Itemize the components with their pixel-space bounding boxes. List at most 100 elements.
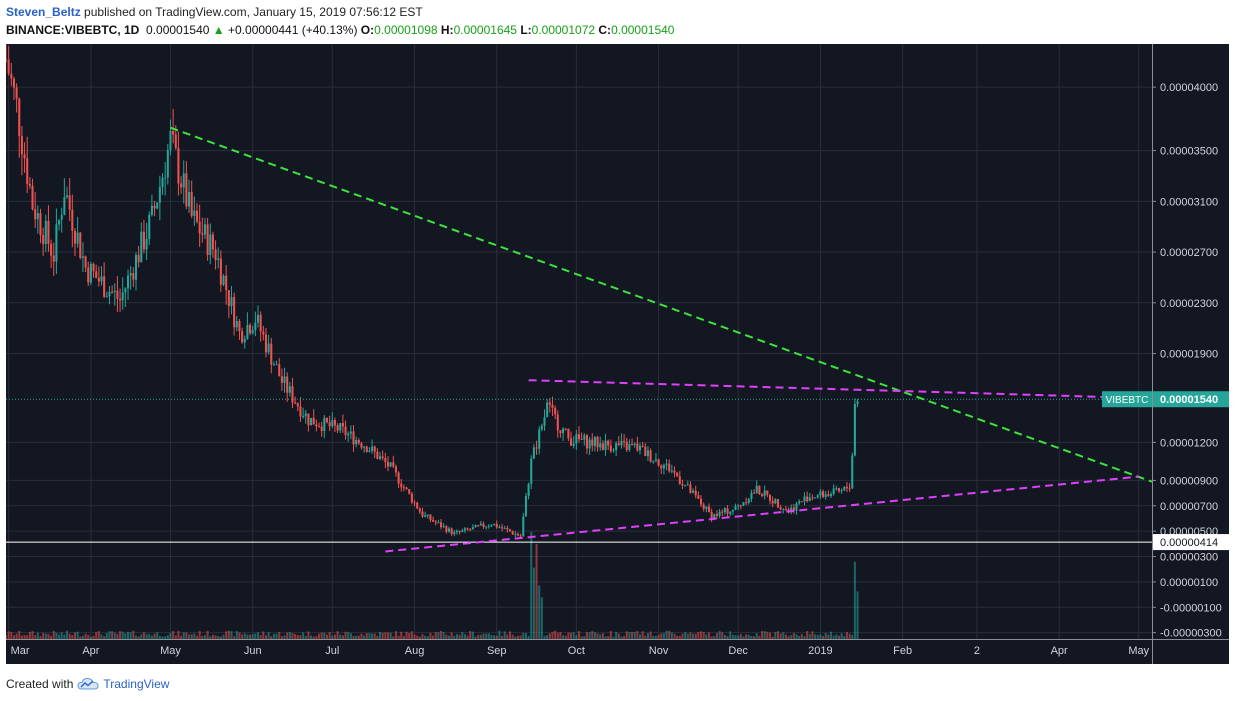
candle-body <box>737 505 740 507</box>
volume-bar <box>158 635 161 639</box>
volume-bar <box>768 632 772 639</box>
volume-bar <box>291 633 294 639</box>
candle-body <box>527 483 530 496</box>
volume-bar <box>310 635 313 639</box>
candle-body <box>241 331 244 343</box>
volume-bar <box>654 635 657 639</box>
price-axis[interactable]: 0.00004000 0.00003500 0.00003100 0.00002700… <box>1102 44 1229 664</box>
candle-body <box>318 426 321 428</box>
volume-bar <box>368 633 371 639</box>
candlestick-chart[interactable]: 0.00004000 0.00003500 0.00003100 0.00002700… <box>6 44 1229 664</box>
volume-bar <box>302 632 305 639</box>
time-axis[interactable]: Mar Apr May Jun Jul Aug Sep Oct Nov Dec 2019 Feb 2 Ap… <box>6 639 1229 658</box>
candle-body <box>463 528 466 531</box>
author-link[interactable]: Steven_Beltz <box>6 5 81 19</box>
candle-body <box>164 177 167 179</box>
candle-body <box>808 497 811 502</box>
volume-bar <box>384 632 387 639</box>
volume-bar <box>479 634 482 639</box>
volume-bar <box>447 635 451 639</box>
volume-bar <box>755 633 758 639</box>
candle-body <box>270 343 273 365</box>
candle-body <box>694 490 697 496</box>
candle-body <box>55 224 58 262</box>
volume-bar <box>402 636 405 639</box>
candle-body <box>153 205 156 209</box>
volume-bar <box>344 631 347 639</box>
candle-body <box>487 525 490 527</box>
candle-body <box>47 220 50 244</box>
volume-bar <box>156 632 159 639</box>
price-tick-label: -0.00000100 <box>1160 602 1222 614</box>
candle-body <box>604 440 607 451</box>
candle-body <box>36 213 39 220</box>
volume-bar <box>784 634 787 639</box>
volume-bar <box>631 632 634 639</box>
volume-bar <box>161 636 164 639</box>
drawings[interactable] <box>6 126 1153 553</box>
candle-body <box>161 177 164 187</box>
candle-body <box>524 495 527 517</box>
candle-body <box>745 502 748 504</box>
volume-bar <box>591 631 594 639</box>
volume-bar <box>837 635 840 639</box>
volume-bar <box>776 631 779 639</box>
volume-bar <box>588 632 591 639</box>
volume-bar <box>153 633 156 639</box>
volume-bar <box>328 632 331 639</box>
up-arrow-icon: ▲ <box>212 23 225 37</box>
candle-body <box>206 224 209 255</box>
volume-bar <box>596 633 599 639</box>
volume-bar <box>737 635 740 639</box>
candle-body <box>620 440 623 446</box>
tradingview-cloud-icon <box>77 677 99 690</box>
tradingview-brand-link[interactable]: TradingView <box>103 677 170 691</box>
candle-body <box>264 334 267 353</box>
volume-bar <box>211 634 214 639</box>
volume-bar <box>538 585 541 639</box>
symbol-interval[interactable]: BINANCE:VIBEBTC, 1D <box>6 23 140 37</box>
volume-bar <box>646 633 649 639</box>
volume-bar <box>442 632 445 639</box>
candle-body <box>461 530 464 532</box>
volume-bar <box>816 635 819 639</box>
candle-body <box>336 425 339 431</box>
price-tick-label: 0.00003500 <box>1160 146 1218 158</box>
volume-bar <box>214 635 217 639</box>
volume-bar <box>379 631 382 639</box>
chart-panel[interactable]: 0.00004000 0.00003500 0.00003100 0.00002700… <box>6 44 1229 664</box>
volume-bar <box>745 634 748 639</box>
support-tag-label: 0.00000414 <box>1160 537 1218 549</box>
published-text: published on TradingView.com, January 15… <box>84 5 423 19</box>
volume-bar <box>585 632 588 639</box>
volume-bar <box>742 636 745 639</box>
price-tick-label: 0.00002300 <box>1160 298 1218 310</box>
candle-body <box>386 462 390 467</box>
candle-body <box>771 500 774 504</box>
volume-bar <box>763 631 766 639</box>
volume-bar <box>832 635 835 639</box>
volume-bar <box>694 633 697 639</box>
candle-body <box>485 526 488 528</box>
time-tick-label: Sep <box>487 645 507 657</box>
volume-bar <box>381 632 384 639</box>
volume-bar <box>506 634 509 639</box>
volume-bar <box>105 633 108 639</box>
candle-body <box>455 530 458 533</box>
candle-body <box>585 435 588 449</box>
volume-bar <box>495 635 498 639</box>
volume-bar <box>729 631 732 639</box>
candle-body <box>503 528 506 530</box>
volume-bar <box>259 635 262 639</box>
volume-bar <box>575 635 578 639</box>
volume-bar <box>798 635 801 639</box>
volume-bar <box>800 634 803 639</box>
candle-body <box>39 213 42 236</box>
volume-bar <box>604 636 607 639</box>
candle-body <box>628 443 631 451</box>
volume-bar <box>628 632 631 639</box>
close-label: C: <box>598 23 612 37</box>
volume-bar <box>540 597 543 639</box>
candle-body <box>432 519 435 522</box>
volume-bar <box>47 634 50 639</box>
